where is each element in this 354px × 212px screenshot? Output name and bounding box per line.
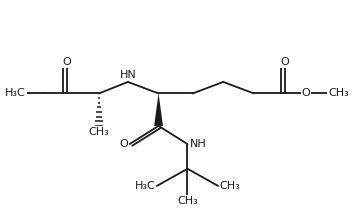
Text: CH₃: CH₃ xyxy=(220,181,241,191)
Text: O: O xyxy=(280,57,289,67)
Text: O: O xyxy=(302,88,310,98)
Text: CH₃: CH₃ xyxy=(88,127,109,137)
Text: CH₃: CH₃ xyxy=(177,195,198,206)
Polygon shape xyxy=(154,93,163,126)
Text: H₃C: H₃C xyxy=(135,181,155,191)
Text: O: O xyxy=(62,57,71,67)
Text: O: O xyxy=(119,139,128,149)
Text: HN: HN xyxy=(120,70,136,80)
Text: CH₃: CH₃ xyxy=(328,88,349,98)
Text: NH: NH xyxy=(190,139,207,149)
Text: H₃C: H₃C xyxy=(5,88,26,98)
